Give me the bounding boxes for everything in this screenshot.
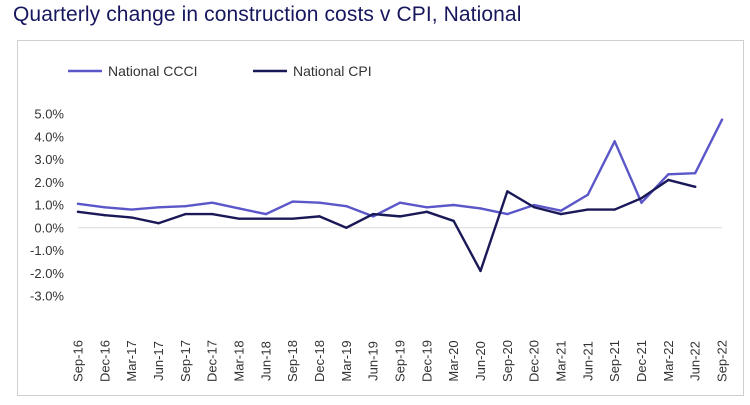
x-tick-label: Dec-21 (634, 340, 649, 382)
x-tick-label: Jun-19 (366, 341, 381, 381)
y-tick-label: 5.0% (34, 107, 64, 122)
data-point-national-cpi (532, 206, 536, 209)
data-point-national-ccci (130, 208, 133, 211)
x-tick-label: Sep-16 (71, 340, 86, 382)
y-tick-label: 1.0% (34, 198, 64, 213)
series-line-national-cpi (76, 178, 697, 273)
x-tick-label: Sep-19 (393, 340, 408, 382)
data-point-national-cpi (371, 212, 375, 216)
data-point-national-cpi (693, 185, 697, 188)
data-point-national-cpi (345, 226, 348, 229)
x-tick-label: Mar-21 (554, 340, 569, 381)
data-point-national-cpi (586, 208, 590, 211)
x-tick-label: Mar-22 (661, 340, 676, 381)
y-tick-label: -1.0% (30, 243, 64, 258)
data-point-national-cpi (640, 196, 643, 200)
data-point-national-ccci (720, 118, 724, 121)
x-tick-label: Sep-20 (500, 340, 515, 382)
data-point-national-ccci (103, 206, 107, 209)
data-point-national-ccci (210, 201, 214, 204)
x-tick-label: Mar-19 (339, 340, 354, 381)
x-tick-label: Mar-17 (124, 340, 139, 381)
x-tick-label: Dec-17 (205, 340, 220, 382)
data-point-national-cpi (130, 216, 133, 219)
data-point-national-cpi (157, 222, 160, 225)
x-tick-label: Sep-22 (715, 340, 730, 382)
chart-title: Quarterly change in construction costs v… (13, 3, 522, 26)
data-point-national-cpi (479, 269, 482, 273)
data-point-national-cpi (210, 212, 214, 216)
data-point-national-ccci (693, 171, 697, 175)
data-point-national-ccci (398, 201, 402, 204)
data-point-national-ccci (345, 204, 348, 208)
data-point-national-cpi (318, 215, 321, 218)
x-tick-label: Jun-22 (688, 341, 703, 381)
data-point-national-ccci (318, 201, 321, 204)
x-tick-label: Dec-18 (312, 340, 327, 382)
data-point-national-ccci (76, 202, 80, 206)
x-tick-label: Sep-18 (285, 340, 300, 382)
data-point-national-ccci (264, 212, 268, 216)
x-tick-label: Dec-16 (97, 340, 112, 382)
data-point-national-ccci (184, 204, 187, 208)
data-point-national-ccci (452, 203, 455, 207)
data-point-national-cpi (452, 219, 455, 223)
y-tick-label: -2.0% (30, 266, 64, 281)
data-point-national-cpi (264, 217, 268, 220)
data-point-national-cpi (237, 217, 241, 220)
x-tick-label: Dec-19 (419, 340, 434, 382)
legend-label-national-cpi: National CPI (293, 63, 372, 79)
x-tick-label: Jun-21 (580, 341, 595, 381)
x-tick-label: Jun-18 (258, 341, 273, 381)
data-point-national-ccci (157, 206, 160, 209)
data-point-national-ccci (425, 206, 429, 209)
data-point-national-ccci (506, 212, 509, 216)
data-point-national-ccci (640, 201, 643, 204)
legend-label-national-ccci: National CCCI (108, 63, 197, 79)
data-point-national-cpi (506, 190, 509, 193)
y-tick-label: 2.0% (34, 175, 64, 190)
data-point-national-cpi (425, 210, 429, 214)
chart-frame (17, 40, 744, 396)
data-point-national-cpi (184, 212, 187, 216)
data-point-national-ccci (559, 209, 563, 212)
x-tick-label: Sep-17 (178, 340, 193, 382)
y-tick-label: 0.0% (34, 220, 64, 235)
data-point-national-cpi (76, 210, 80, 214)
y-tick-label: 3.0% (34, 152, 64, 167)
data-point-national-ccci (586, 193, 590, 196)
data-point-national-ccci (371, 215, 375, 218)
data-point-national-cpi (398, 215, 402, 218)
data-point-national-ccci (613, 140, 616, 143)
x-tick-label: Sep-21 (607, 340, 622, 382)
data-point-national-ccci (667, 173, 670, 176)
data-point-national-cpi (559, 212, 563, 216)
data-point-national-cpi (613, 208, 616, 211)
x-tick-label: Jun-17 (151, 341, 166, 381)
x-tick-label: Mar-20 (446, 340, 461, 381)
data-point-national-cpi (667, 178, 670, 182)
y-tick-label: 4.0% (34, 129, 64, 144)
data-point-national-ccci (291, 200, 294, 203)
data-point-national-cpi (103, 214, 107, 217)
x-tick-label: Mar-18 (232, 340, 247, 381)
x-tick-label: Dec-20 (527, 340, 542, 382)
x-tick-label: Jun-20 (473, 341, 488, 381)
data-point-national-ccci (237, 207, 241, 210)
data-point-national-cpi (291, 217, 294, 220)
y-tick-label: -3.0% (30, 289, 64, 304)
data-point-national-ccci (479, 207, 482, 210)
